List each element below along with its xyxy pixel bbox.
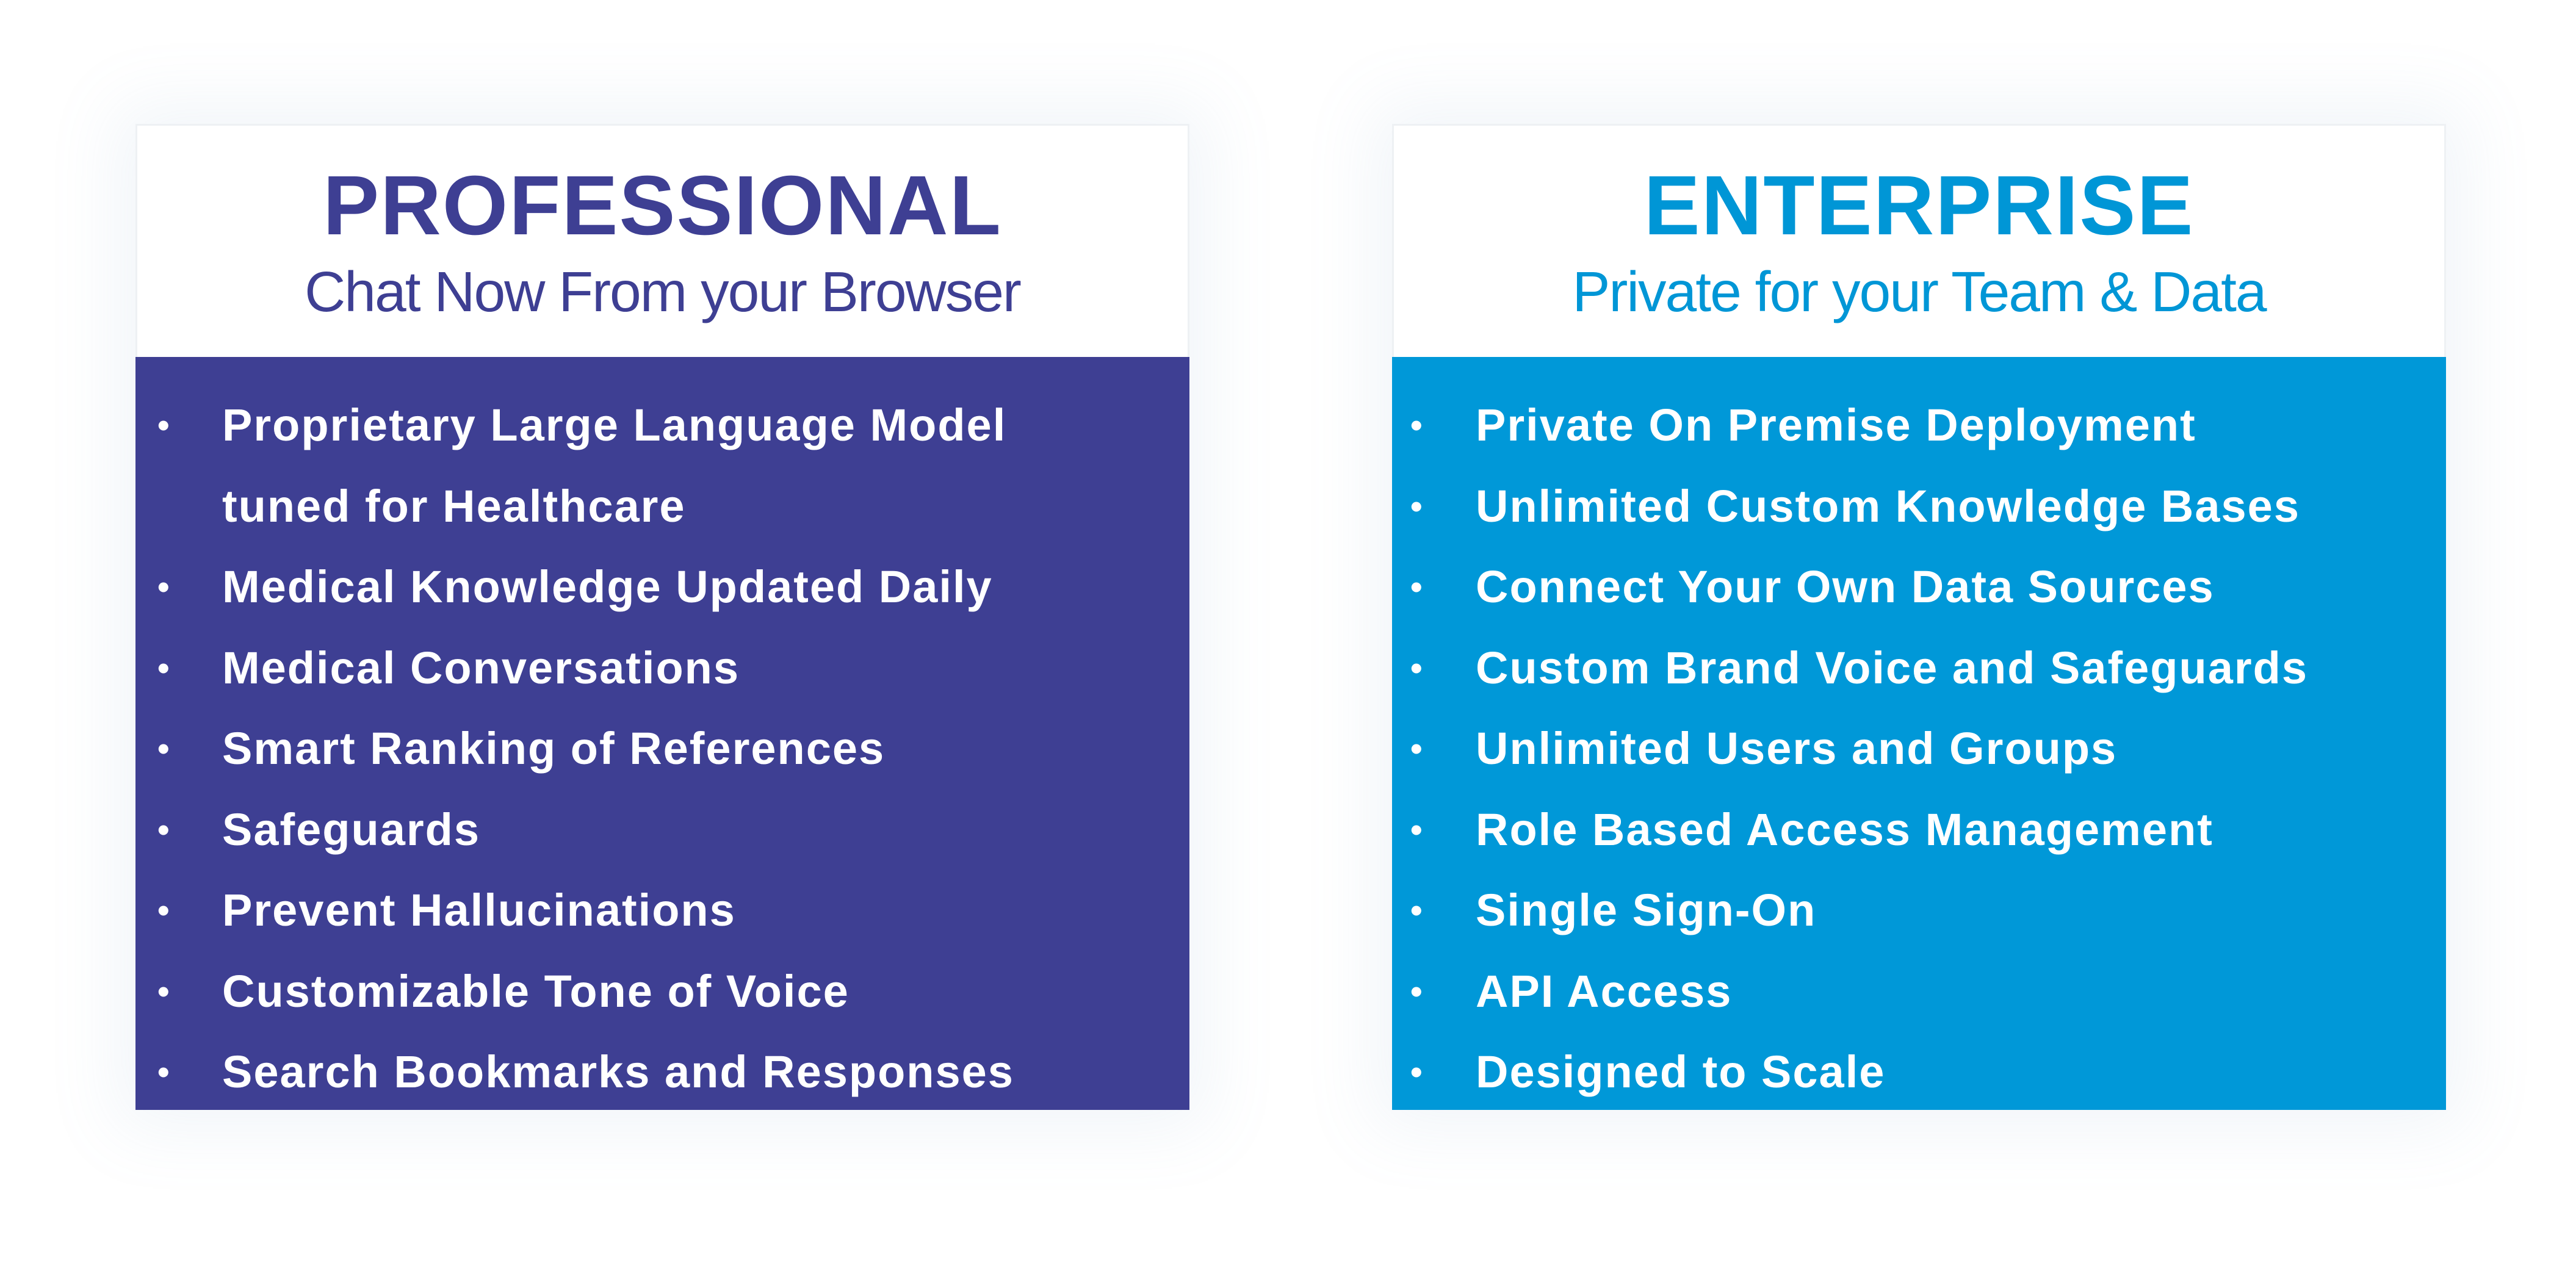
bullet-icon: • xyxy=(1410,1053,1424,1091)
feature-label: Designed to Scale xyxy=(1476,1046,1886,1097)
bullet-icon: • xyxy=(1410,729,1424,768)
feature-label: Search Bookmarks and Responses xyxy=(222,1046,1014,1097)
feature-item: • Custom Brand Voice and Safeguards xyxy=(1392,628,2446,709)
feature-label: Medical Conversations xyxy=(222,642,740,693)
bullet-icon: • xyxy=(157,729,171,768)
bullet-icon: • xyxy=(157,406,171,444)
professional-plan-features-panel: • Proprietary Large Language Model tuned… xyxy=(135,357,1189,1110)
feature-label: Private On Premise Deployment xyxy=(1476,400,2196,450)
feature-label: Custom Brand Voice and Safeguards xyxy=(1476,642,2308,693)
feature-item: • Medical Conversations xyxy=(135,628,1189,709)
professional-plan-subtitle: Chat Now From your Browser xyxy=(305,260,1022,323)
feature-label: Smart Ranking of References xyxy=(222,723,886,774)
feature-label: Proprietary Large Language Model tuned f… xyxy=(222,400,1007,531)
enterprise-plan-header: ENTERPRISE Private for your Team & Data xyxy=(1392,124,2446,357)
enterprise-plan-features-panel: • Private On Premise Deployment • Unlimi… xyxy=(1392,357,2446,1110)
feature-item: • Medical Knowledge Updated Daily xyxy=(135,547,1189,628)
bullet-icon: • xyxy=(1410,486,1424,525)
feature-item: • Unlimited Users and Groups xyxy=(1392,708,2446,790)
bullet-icon: • xyxy=(1410,891,1424,929)
bullet-icon: • xyxy=(1410,567,1424,606)
feature-item: • Proprietary Large Language Model tuned… xyxy=(135,385,1189,547)
feature-item: • Unlimited Custom Knowledge Bases xyxy=(1392,466,2446,547)
bullet-icon: • xyxy=(157,810,171,849)
feature-item: • API Access xyxy=(1392,951,2446,1032)
feature-item: • Single Sign-On xyxy=(1392,870,2446,951)
feature-label: Role Based Access Management xyxy=(1476,804,2213,855)
enterprise-plan-title: ENTERPRISE xyxy=(1643,159,2195,253)
professional-plan-card: PROFESSIONAL Chat Now From your Browser … xyxy=(135,124,1189,1110)
feature-item: • Connect Your Own Data Sources xyxy=(1392,547,2446,628)
bullet-icon: • xyxy=(157,1053,171,1091)
feature-item: • Search Bookmarks and Responses xyxy=(135,1032,1189,1113)
feature-label: Safeguards xyxy=(222,804,481,855)
feature-item: • Prevent Hallucinations xyxy=(135,870,1189,951)
enterprise-plan-card: ENTERPRISE Private for your Team & Data … xyxy=(1392,124,2446,1110)
bullet-icon: • xyxy=(1410,648,1424,687)
professional-feature-list: • Proprietary Large Language Model tuned… xyxy=(135,385,1189,1113)
feature-item: • Designed to Scale xyxy=(1392,1032,2446,1113)
enterprise-plan-subtitle: Private for your Team & Data xyxy=(1572,260,2267,323)
bullet-icon: • xyxy=(1410,810,1424,849)
enterprise-feature-list: • Private On Premise Deployment • Unlimi… xyxy=(1392,385,2446,1113)
professional-plan-title: PROFESSIONAL xyxy=(323,159,1002,253)
feature-label: Unlimited Custom Knowledge Bases xyxy=(1476,480,2300,531)
feature-label: Customizable Tone of Voice xyxy=(222,965,850,1017)
feature-item: • Safeguards xyxy=(135,790,1189,871)
feature-item: • Private On Premise Deployment xyxy=(1392,385,2446,466)
bullet-icon: • xyxy=(1410,406,1424,444)
professional-plan-header: PROFESSIONAL Chat Now From your Browser xyxy=(135,124,1189,357)
bullet-icon: • xyxy=(1410,971,1424,1010)
feature-label: Medical Knowledge Updated Daily xyxy=(222,561,993,612)
feature-label: Unlimited Users and Groups xyxy=(1476,723,2118,774)
feature-label: API Access xyxy=(1476,965,1733,1017)
bullet-icon: • xyxy=(157,971,171,1010)
feature-item: • Customizable Tone of Voice xyxy=(135,951,1189,1032)
feature-label: Prevent Hallucinations xyxy=(222,885,736,935)
feature-label: Connect Your Own Data Sources xyxy=(1476,561,2215,612)
feature-label: Single Sign-On xyxy=(1476,885,1817,935)
feature-item: • Role Based Access Management xyxy=(1392,790,2446,871)
feature-item: • Smart Ranking of References xyxy=(135,708,1189,790)
bullet-icon: • xyxy=(157,648,171,687)
bullet-icon: • xyxy=(157,567,171,606)
bullet-icon: • xyxy=(157,891,171,929)
